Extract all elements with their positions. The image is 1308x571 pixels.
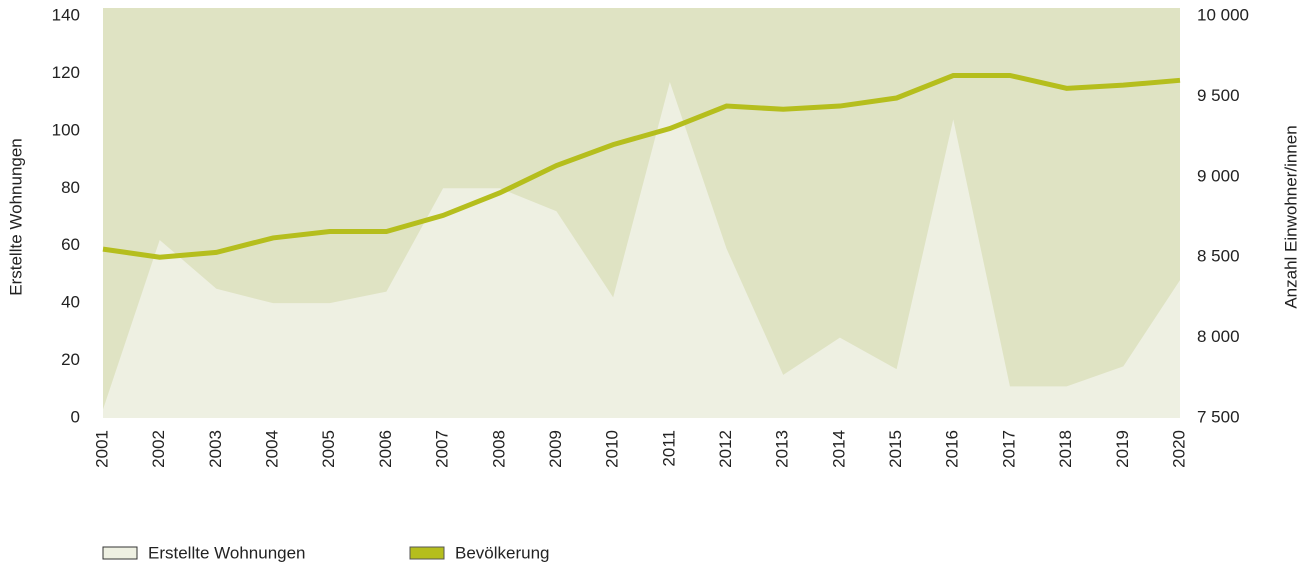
x-tick-label: 2005 <box>319 430 338 468</box>
x-tick-label: 2010 <box>603 430 622 468</box>
x-tick-label: 2014 <box>829 430 848 468</box>
x-tick-label: 2011 <box>659 430 678 467</box>
y-tick-label: 0 <box>71 407 80 426</box>
y-tick-label: 60 <box>61 235 80 254</box>
x-tick-label: 2019 <box>1113 430 1132 468</box>
line <box>102 72 1181 260</box>
y2-axis-title: Anzahl Einwohner/innen <box>1281 125 1300 308</box>
y2-tick-label: 7 500 <box>1197 407 1240 426</box>
x-tick-label: 2018 <box>1056 430 1075 468</box>
area <box>103 82 1180 419</box>
x-tick-label: 2007 <box>433 430 452 468</box>
y2-tick-label: 8 500 <box>1197 247 1240 266</box>
x-tick-label: 2016 <box>943 430 962 468</box>
x-tick-label: 2003 <box>206 430 225 468</box>
y2-tick-label: 8 000 <box>1197 327 1240 346</box>
x-tick-label: 2013 <box>773 430 792 468</box>
x-tick-label: 2015 <box>886 430 905 468</box>
x-tick-label: 2008 <box>489 430 508 468</box>
y2-tick-label: 10 000 <box>1197 5 1249 24</box>
x-tick-label: 2002 <box>149 430 168 468</box>
y2-tick-label: 9 500 <box>1197 86 1240 105</box>
y-tick-label: 120 <box>52 63 80 82</box>
y-tick-label: 40 <box>61 293 80 312</box>
x-tick-label: 2020 <box>1169 430 1188 468</box>
x-tick-label: 2017 <box>999 430 1018 468</box>
x-tick-label: 2001 <box>92 430 111 468</box>
x-tick-label: 2012 <box>716 430 735 468</box>
legend-swatch <box>102 546 138 560</box>
y-tick-label: 140 <box>52 5 80 24</box>
x-tick-label: 2004 <box>263 430 282 468</box>
y2-tick-label: 9 000 <box>1197 166 1240 185</box>
x-tick-label: 2006 <box>376 430 395 468</box>
x-tick-label: 2009 <box>546 430 565 468</box>
legend-label: Bevölkerung <box>455 543 550 562</box>
y-tick-label: 80 <box>61 178 80 197</box>
legend-label: Erstellte Wohnungen <box>148 543 306 562</box>
legend-swatch <box>409 546 445 560</box>
y-tick-label: 100 <box>52 120 80 139</box>
y-axis-title: Erstellte Wohnungen <box>6 138 25 296</box>
y-tick-label: 20 <box>61 350 80 369</box>
